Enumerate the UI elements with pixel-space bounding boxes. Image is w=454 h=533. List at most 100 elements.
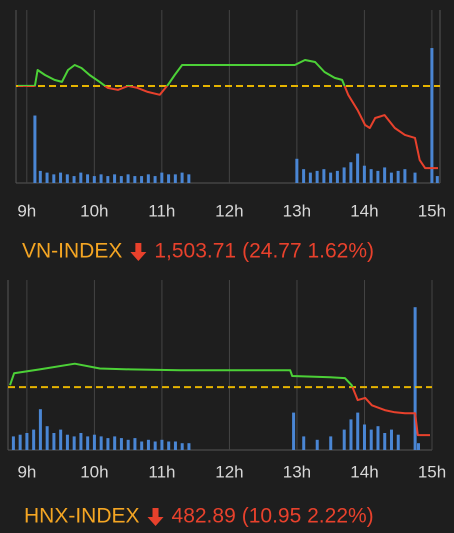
volume-bar — [369, 429, 373, 450]
volume-bar — [45, 426, 49, 450]
volume-bar — [362, 424, 366, 450]
volume-bar — [153, 176, 157, 183]
volume-bar — [146, 439, 150, 450]
volume-bar — [113, 436, 117, 450]
volume-bar — [160, 439, 164, 450]
volume-bar — [187, 174, 191, 183]
volume-bar — [11, 436, 15, 450]
volume-bar — [65, 434, 69, 450]
volume-bar — [356, 412, 360, 450]
volume-bar — [25, 433, 29, 450]
volume-bar — [38, 409, 42, 450]
volume-bar — [126, 174, 130, 183]
volume-bar — [126, 439, 130, 450]
volume-bar — [119, 176, 123, 183]
volume-bar — [430, 48, 434, 184]
volume-bar — [72, 436, 76, 450]
x-tick-label: 14h — [350, 462, 378, 481]
volume-bar — [396, 170, 400, 183]
index-line — [9, 362, 430, 437]
volume-bar — [167, 441, 171, 450]
volume-bar — [133, 438, 137, 450]
volume-bar — [362, 165, 366, 183]
volume-bar — [403, 169, 407, 183]
x-tick-label: 15h — [418, 201, 446, 220]
volume-bar — [329, 436, 333, 450]
index-change: (10.95 2.22%) — [242, 505, 374, 528]
volume-bar — [140, 176, 144, 183]
volume-bar — [38, 170, 42, 183]
volume-bar — [59, 172, 63, 183]
volume-bar — [180, 172, 184, 183]
volume-bar — [383, 167, 387, 183]
volume-bar — [99, 174, 103, 183]
volume-bar — [140, 441, 144, 450]
volume-bar — [329, 172, 333, 183]
x-tick-label: 12h — [215, 201, 243, 220]
volume-bar — [356, 153, 360, 183]
x-tick-label: 9h — [17, 462, 36, 481]
volume-bar — [416, 443, 420, 450]
volume-bar — [59, 429, 63, 450]
volume-bar — [119, 438, 123, 450]
down-arrow — [130, 243, 147, 261]
volume-bar — [315, 170, 319, 183]
index-value: 1,503.71 — [154, 240, 236, 263]
volume-bar — [160, 172, 164, 183]
volume-bar — [153, 441, 157, 450]
volume-bar — [383, 433, 387, 450]
x-tick-label: 10h — [80, 462, 108, 481]
volume-bar — [92, 176, 96, 183]
volume-bar — [389, 172, 393, 183]
x-tick-label: 13h — [283, 462, 311, 481]
volume-bar — [52, 433, 56, 450]
volume-bar — [349, 162, 353, 183]
volume-bar — [369, 169, 373, 183]
x-tick-label: 11h — [148, 462, 175, 481]
volume-bar — [52, 174, 56, 183]
volume-bar — [106, 438, 110, 450]
x-tick-label: 11h — [148, 201, 175, 220]
volume-bar — [342, 167, 346, 183]
volume-bar — [335, 170, 339, 183]
volume-bar — [396, 434, 400, 450]
index-value: 482.89 — [172, 505, 236, 528]
volume-bar — [65, 174, 69, 183]
x-tick-label: 10h — [80, 201, 108, 220]
volume-bar — [342, 429, 346, 450]
x-tick-label: 12h — [215, 462, 243, 481]
volume-bar — [376, 170, 380, 183]
volume-bar — [18, 434, 22, 450]
volume-bar — [349, 419, 353, 450]
x-tick-label: 13h — [283, 201, 311, 220]
volume-bar — [79, 433, 83, 450]
volume-bar — [302, 436, 306, 450]
volume-bar — [167, 174, 171, 183]
volume-bar — [322, 169, 326, 183]
volume-bar — [106, 176, 110, 183]
volume-bar — [45, 172, 49, 183]
volume-bar — [99, 436, 103, 450]
volume-bar — [413, 307, 417, 450]
index-change: (24.77 1.62%) — [242, 240, 374, 263]
index-line — [18, 59, 438, 170]
volume-bar — [86, 436, 90, 450]
volume-bar — [292, 412, 296, 450]
volume-bar — [389, 429, 393, 450]
volume-bar — [113, 174, 117, 183]
volume-bar — [79, 172, 83, 183]
index-name: HNX-INDEX — [24, 505, 140, 528]
x-tick-label: 15h — [418, 462, 446, 481]
volume-bar — [72, 176, 76, 183]
volume-bar — [180, 443, 184, 450]
volume-bar — [146, 174, 150, 183]
volume-bar — [32, 429, 36, 450]
volume-bar — [86, 174, 90, 183]
index-name: VN-INDEX — [22, 240, 122, 263]
volume-bar — [187, 443, 191, 450]
volume-bar — [173, 441, 177, 450]
volume-bar — [308, 172, 312, 183]
x-tick-label: 14h — [350, 201, 378, 220]
